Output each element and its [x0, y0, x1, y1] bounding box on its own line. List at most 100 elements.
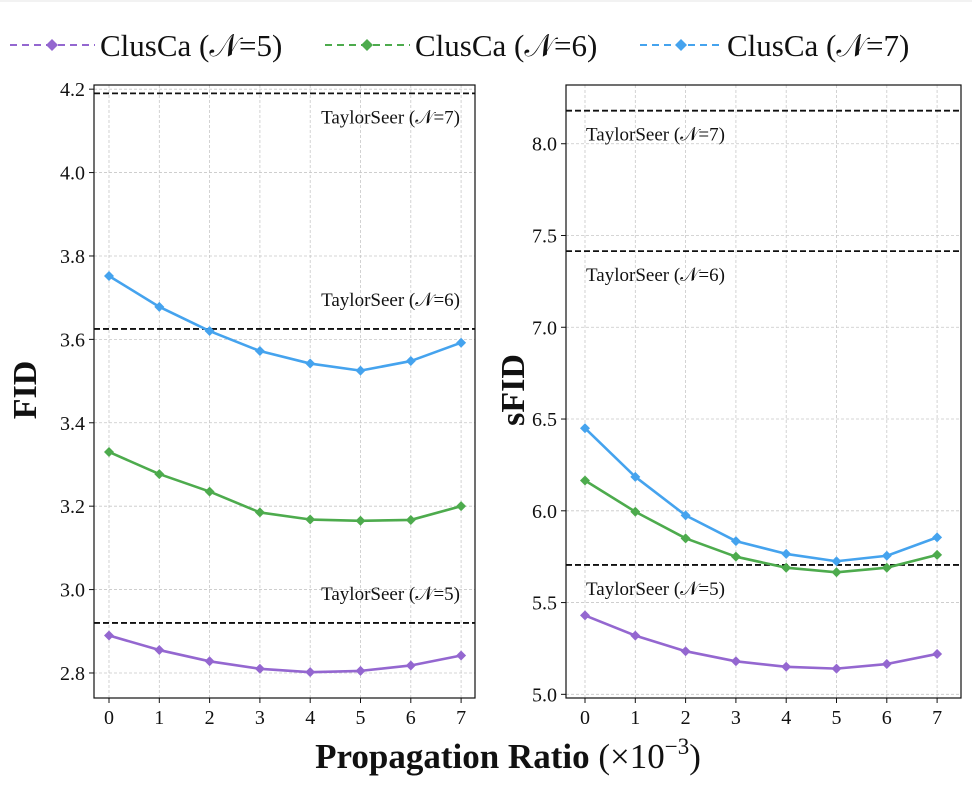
data-point	[355, 665, 366, 676]
data-point	[680, 646, 691, 657]
reference-line-label: TaylorSeer (𝒩=6)	[586, 265, 725, 286]
data-point	[932, 648, 943, 659]
grid	[566, 85, 961, 698]
x-tick-label: 5	[832, 707, 842, 729]
plot-frame	[93, 84, 476, 699]
data-point	[355, 365, 366, 376]
legend-label: ClusCa (𝒩=7)	[727, 28, 909, 63]
data-point	[254, 507, 265, 518]
x-tick-label: 7	[456, 707, 466, 729]
data-point	[204, 656, 215, 667]
y-axis-label: FID	[7, 361, 44, 420]
data-point	[305, 514, 316, 525]
axis-ticks: 0 1 2 3 4 5 6 7 5.0 5.5 6.0 6.5 7.0 7.5 8.0	[532, 134, 942, 729]
x-tick-label: 0	[580, 707, 590, 729]
data-point	[580, 610, 590, 621]
data-point	[932, 549, 943, 560]
data-point	[680, 510, 691, 521]
data-point	[831, 663, 842, 674]
data-point	[305, 667, 316, 678]
series-line	[108, 274, 462, 372]
series-line	[584, 479, 938, 574]
data-point	[580, 423, 590, 434]
data-point	[456, 650, 467, 661]
x-tick-label: 6	[406, 707, 416, 729]
data-point	[680, 533, 691, 544]
x-tick-label: 2	[205, 707, 215, 729]
y-tick-label: 4.0	[60, 163, 85, 185]
x-tick-label: 1	[630, 707, 640, 729]
sfid-panel: TaylorSeer (𝒩=7) TaylorSeer (𝒩=6) TaylorSe…	[495, 84, 962, 729]
y-axis-label: sFID	[495, 354, 532, 426]
y-tick-label: 3.2	[60, 496, 85, 518]
data-point	[104, 270, 114, 281]
reference-lines: TaylorSeer (𝒩=7) TaylorSeer (𝒩=6) TaylorSe…	[94, 92, 475, 624]
data-point	[932, 532, 943, 543]
data-point	[730, 656, 741, 667]
legend-label: ClusCa (𝒩=5)	[100, 28, 282, 63]
legend-label: ClusCa (𝒩=6)	[415, 28, 597, 63]
y-tick-label: 2.8	[60, 663, 85, 685]
y-tick-label: 7.5	[532, 225, 557, 247]
reference-line-label: TaylorSeer (𝒩=5)	[586, 579, 725, 600]
data-point	[456, 501, 467, 512]
legend: ClusCa (𝒩=5) ClusCa (𝒩=6) ClusCa (𝒩=7)	[10, 28, 909, 63]
reference-line-label: TaylorSeer (𝒩=7)	[586, 125, 725, 146]
data-point	[881, 562, 892, 573]
series-group	[580, 423, 943, 674]
data-point	[104, 630, 114, 641]
x-axis-label-text: Propagation Ratio	[315, 737, 590, 776]
data-point	[781, 562, 792, 573]
legend-swatch-marker	[361, 39, 373, 51]
legend-item: ClusCa (𝒩=6)	[325, 28, 597, 63]
data-point	[355, 515, 366, 526]
y-tick-label: 3.0	[60, 580, 85, 602]
y-tick-label: 8.0	[532, 134, 557, 156]
x-tick-label: 5	[356, 707, 366, 729]
data-point	[580, 475, 590, 486]
data-point	[154, 645, 165, 656]
series-line	[108, 450, 462, 523]
data-point	[154, 469, 165, 480]
x-tick-label: 2	[681, 707, 691, 729]
data-point	[831, 556, 842, 567]
series-line	[584, 614, 938, 670]
y-tick-label: 3.4	[60, 413, 85, 435]
reference-lines: TaylorSeer (𝒩=7) TaylorSeer (𝒩=6) TaylorSe…	[566, 109, 961, 600]
grid	[94, 85, 475, 698]
y-tick-label: 5.0	[532, 684, 557, 706]
x-tick-label: 1	[154, 707, 164, 729]
data-point	[154, 301, 165, 312]
data-point	[630, 506, 641, 517]
series-line	[108, 634, 462, 674]
x-tick-label: 7	[932, 707, 942, 729]
y-tick-label: 7.0	[532, 317, 557, 339]
x-tick-label: 6	[882, 707, 892, 729]
x-tick-label: 4	[781, 707, 791, 729]
fid-panel: TaylorSeer (𝒩=7) TaylorSeer (𝒩=6) TaylorSe…	[7, 79, 476, 729]
series-line	[584, 427, 938, 563]
y-tick-label: 5.5	[532, 593, 557, 615]
legend-item: ClusCa (𝒩=5)	[10, 28, 282, 63]
reference-line-label: TaylorSeer (𝒩=6)	[321, 290, 460, 311]
x-tick-label: 4	[305, 707, 315, 729]
x-axis-label: Propagation Ratio (×10−3)	[315, 734, 701, 776]
data-point	[305, 358, 316, 369]
data-point	[405, 660, 416, 671]
x-axis-label-close: )	[689, 737, 701, 776]
plot-frame	[565, 84, 962, 699]
data-point	[456, 337, 467, 348]
y-tick-label: 6.5	[532, 409, 557, 431]
data-point	[254, 663, 265, 674]
legend-item: ClusCa (𝒩=7)	[640, 28, 909, 63]
data-point	[831, 567, 842, 578]
data-point	[630, 630, 641, 641]
y-tick-label: 4.2	[60, 79, 85, 101]
data-point	[730, 536, 741, 547]
legend-swatch-marker	[46, 39, 58, 51]
x-tick-label: 3	[731, 707, 741, 729]
axis-ticks: 0 1 2 3 4 5 6 7 2.8 3.0 3.2 3.4 3.6 3.8 4.0 4.2	[60, 79, 466, 729]
x-tick-label: 0	[104, 707, 114, 729]
data-point	[104, 446, 114, 457]
